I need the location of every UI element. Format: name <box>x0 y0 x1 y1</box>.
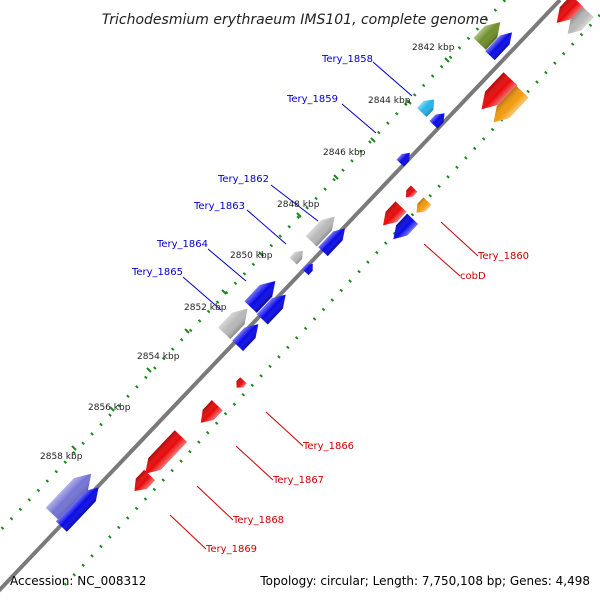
forward-gene-label: Tery_1865 <box>131 267 183 278</box>
gene-gray-arrow-2 <box>289 250 303 265</box>
kbp-tick-label: 2854 kbp <box>137 352 180 362</box>
gene-blue-arrow-8 <box>232 324 259 352</box>
gene-gray-arrow-3 <box>218 308 248 340</box>
forward-gene-label: Tery_1863 <box>193 201 245 212</box>
gene-gray-arrow-4 <box>567 6 594 34</box>
gene-red-arrow-8 <box>134 469 156 491</box>
forward-leader-line <box>270 184 319 222</box>
major-tick <box>146 367 152 373</box>
major-tick <box>258 251 264 257</box>
kbp-label-group: 2842 kbp 2844 kbp 2846 kbp 2848 kbp 2850 kbp… <box>40 43 455 462</box>
forward-gene-label: Tery_1859 <box>286 94 338 105</box>
accession-text: Accession: NC_008312 <box>10 574 147 588</box>
kbp-tick-label: 2842 kbp <box>412 43 455 53</box>
gene-blue-arrow-9 <box>55 487 99 532</box>
genome-summary-text: Topology: circular; Length: 7,750,108 bp… <box>260 574 590 588</box>
gene-orange-arrow-2 <box>416 197 432 213</box>
gene-orange-arrow <box>493 85 529 123</box>
forward-gene-label: Tery_1858 <box>321 54 373 65</box>
gene-blue-arrow-10 <box>393 213 419 240</box>
major-tick <box>333 174 339 180</box>
major-tick <box>184 328 190 334</box>
gene-red-arrow-4 <box>383 201 407 226</box>
kbp-tick-label: 2852 kbp <box>184 303 227 313</box>
gene-blue-arrow-6 <box>244 280 276 313</box>
forward-leader-line <box>372 61 413 97</box>
gene-slate-arrow <box>45 473 92 521</box>
gene-blue-arrow-3 <box>396 152 410 167</box>
reverse-leader-line <box>169 514 207 550</box>
kbp-tick-label: 2856 kbp <box>88 403 131 413</box>
reverse-leader-line <box>235 445 274 481</box>
major-tick <box>444 57 450 63</box>
gene-red-arrow-7 <box>145 430 188 474</box>
gene-red-arrow-2 <box>481 72 518 110</box>
major-tick <box>406 99 412 105</box>
gene-label-group: Tery_1858 Tery_1859 Tery_1862 Tery_1863 Tery… <box>131 54 529 555</box>
forward-leader-line <box>182 276 222 311</box>
gene-blue-arrow-4 <box>318 228 346 257</box>
kbp-tick-label: 2846 kbp <box>323 148 366 158</box>
kbp-tick-label: 2848 kbp <box>277 200 320 210</box>
gene-olive-arrow <box>473 22 501 50</box>
gene-blue-arrow-2 <box>429 113 445 129</box>
genome-title: Trichodesmium erythraeum IMS101, complet… <box>102 12 488 28</box>
gene-cyan-arrow <box>417 99 435 118</box>
gene-red-arrow-3 <box>405 185 418 198</box>
kbp-tick-label: 2850 kbp <box>230 251 273 261</box>
reverse-gene-label: Tery_1868 <box>232 515 284 526</box>
reverse-leader-line <box>423 243 461 277</box>
forward-gene-label: Tery_1864 <box>156 239 208 250</box>
reverse-leader-line <box>196 485 234 521</box>
forward-leader-line <box>341 103 377 134</box>
major-tick <box>71 445 77 451</box>
reverse-gene-label: cobD <box>460 271 486 282</box>
reverse-gene-label: Tery_1867 <box>272 475 324 486</box>
reverse-leader-line <box>440 221 479 257</box>
kbp-tick-label: 2844 kbp <box>368 96 411 106</box>
gene-blue-arrow-7 <box>256 294 286 325</box>
major-tick <box>370 137 376 143</box>
gene-blue-arrow-5 <box>301 264 313 276</box>
gene-red-arrow-1 <box>556 0 584 23</box>
forward-gene-label: Tery_1862 <box>217 174 269 185</box>
major-tick <box>296 212 302 218</box>
gene-red-arrow-5 <box>236 377 247 388</box>
gene-blue-arrow-1 <box>485 32 513 61</box>
reverse-leader-line <box>265 411 304 447</box>
gene-arrow-group <box>45 0 594 532</box>
forward-leader-line <box>246 209 287 245</box>
reverse-gene-label: Tery_1860 <box>477 251 529 262</box>
reverse-gene-label: Tery_1866 <box>302 441 354 452</box>
leader-lines <box>169 61 479 550</box>
reverse-gene-label: Tery_1869 <box>205 544 257 555</box>
major-tick <box>221 289 227 295</box>
forward-dotted-track <box>0 0 507 533</box>
gene-gray-arrow-1 <box>305 216 335 247</box>
gene-red-arrow-6 <box>200 400 223 423</box>
kbp-tick-label: 2858 kbp <box>40 452 83 462</box>
major-tick <box>109 406 115 412</box>
forward-leader-line <box>207 248 247 282</box>
major-tick-group <box>71 57 450 451</box>
